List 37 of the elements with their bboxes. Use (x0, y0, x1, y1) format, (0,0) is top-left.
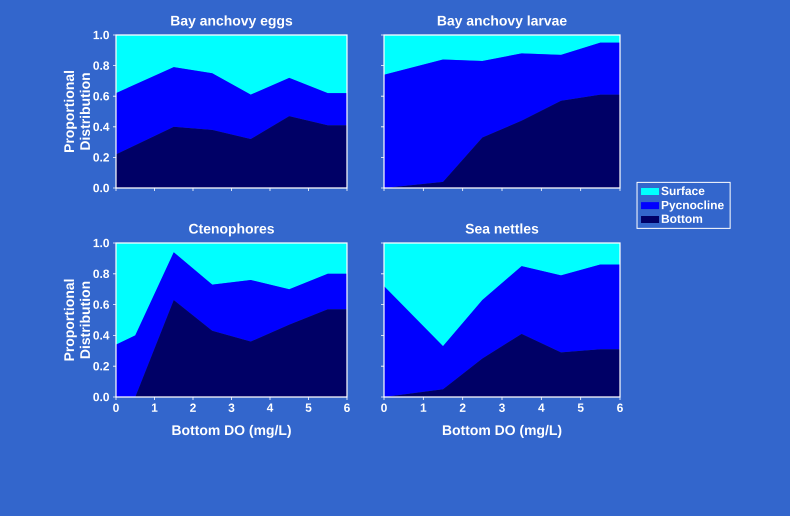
x-tick-label: 4 (266, 404, 274, 412)
x-axis-title: Bottom DO (mg/L) (172, 424, 291, 438)
y-tick-label: 0.8 (93, 61, 110, 70)
y-tick-label: 1.0 (94, 30, 109, 40)
y-tick-label: 0.6 (93, 300, 110, 309)
y-tick-label: 1.0 (94, 238, 109, 248)
y-tick-label: 0.0 (93, 392, 109, 402)
chart-title: Sea nettles (466, 223, 538, 234)
y-tick-label: 0.6 (93, 92, 110, 100)
x-tick-label: 2 (190, 404, 196, 412)
x-tick-label: 0 (113, 404, 119, 412)
legend-label: Pycnocline (662, 200, 724, 212)
x-tick-label: 5 (306, 404, 312, 412)
x-tick-label: 4 (538, 404, 545, 412)
y-tick-label: 0.2 (93, 153, 110, 162)
x-tick-label: 3 (228, 404, 234, 412)
y-axis-title: Proportional Distribution (64, 71, 90, 152)
chart-title: Bay anchovy larvae (438, 15, 567, 28)
x-tick-label: 6 (617, 404, 623, 412)
x-tick-label: 1 (420, 404, 426, 412)
legend-label: Bottom (662, 214, 702, 223)
x-tick-label: 5 (578, 404, 584, 412)
x-tick-label: 1 (152, 404, 158, 412)
x-tick-label: 3 (498, 404, 505, 412)
x-axis-title: Bottom DO (mg/L) (442, 424, 562, 438)
y-axis-title: Proportional Distribution (64, 280, 90, 361)
y-tick-label: 0.4 (93, 122, 110, 132)
chart-title: Bay anchovy eggs (171, 15, 292, 28)
x-tick-label: 2 (460, 404, 466, 412)
chart-title: Ctenophores (189, 223, 274, 236)
y-tick-label: 0.4 (93, 331, 110, 340)
y-tick-label: 0.0 (93, 184, 109, 192)
y-tick-label: 0.2 (93, 362, 110, 370)
x-tick-label: 6 (344, 404, 350, 412)
legend-label: Surface (661, 186, 704, 196)
x-tick-label: 0 (381, 404, 387, 412)
y-tick-label: 0.8 (93, 270, 110, 278)
